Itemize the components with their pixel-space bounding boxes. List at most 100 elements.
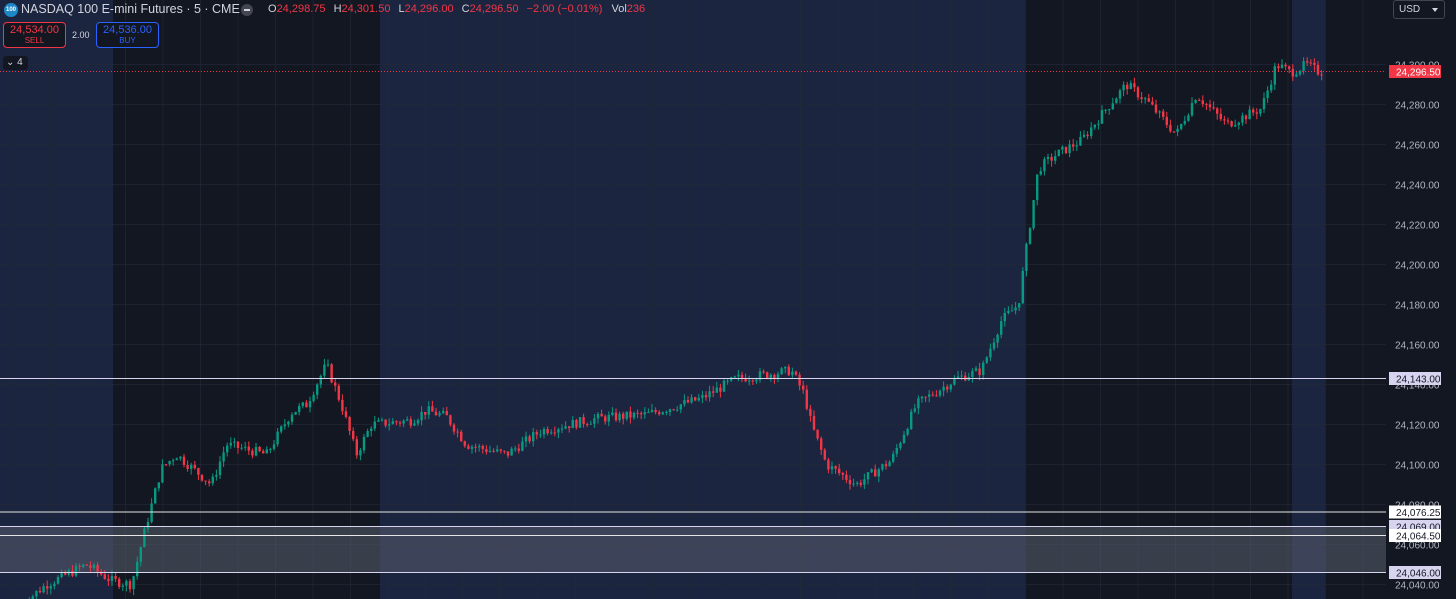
candle[interactable] <box>629 406 632 424</box>
candle[interactable] <box>445 406 448 416</box>
candle[interactable] <box>1136 85 1140 101</box>
candle[interactable] <box>618 411 621 423</box>
candle[interactable] <box>622 411 625 425</box>
candle[interactable] <box>1316 60 1320 76</box>
candle[interactable] <box>834 465 837 474</box>
candle[interactable] <box>269 447 272 454</box>
candle[interactable] <box>1039 167 1042 176</box>
candle[interactable] <box>438 410 441 418</box>
candle[interactable] <box>1172 131 1176 133</box>
candle[interactable] <box>524 431 528 448</box>
candle[interactable] <box>888 460 891 467</box>
candle[interactable] <box>733 375 736 378</box>
candle[interactable] <box>532 427 535 447</box>
candle[interactable] <box>1313 58 1316 71</box>
candle[interactable] <box>370 426 373 437</box>
candle[interactable] <box>200 474 204 482</box>
candle[interactable] <box>121 583 124 591</box>
candle[interactable] <box>1165 111 1168 128</box>
candle[interactable] <box>312 391 315 403</box>
candle[interactable] <box>521 436 524 452</box>
candle[interactable] <box>812 410 816 431</box>
candle[interactable] <box>722 379 726 393</box>
candle[interactable] <box>323 358 326 379</box>
candle[interactable] <box>1072 139 1075 152</box>
candle[interactable] <box>168 460 171 467</box>
candle[interactable] <box>233 437 236 448</box>
candle[interactable] <box>442 407 445 415</box>
candle[interactable] <box>409 416 412 429</box>
candle[interactable] <box>118 576 121 589</box>
candle[interactable] <box>539 429 542 438</box>
candle[interactable] <box>251 448 254 459</box>
candle[interactable] <box>780 367 783 375</box>
candle[interactable] <box>989 343 992 362</box>
candle[interactable] <box>632 411 636 420</box>
candle[interactable] <box>1014 301 1017 315</box>
candle[interactable] <box>553 426 556 437</box>
candle[interactable] <box>204 480 207 486</box>
candle[interactable] <box>582 413 585 428</box>
candle[interactable] <box>380 417 384 422</box>
candle[interactable] <box>564 421 567 430</box>
candle[interactable] <box>1162 108 1165 121</box>
candle[interactable] <box>355 435 358 459</box>
candle[interactable] <box>460 429 463 442</box>
candle[interactable] <box>856 481 859 487</box>
candle[interactable] <box>604 414 607 425</box>
candle[interactable] <box>1309 59 1312 67</box>
candle[interactable] <box>157 482 160 492</box>
candle[interactable] <box>402 419 405 428</box>
candle[interactable] <box>1122 81 1125 97</box>
candle[interactable] <box>751 379 754 386</box>
candle[interactable] <box>974 365 978 372</box>
candle[interactable] <box>611 407 614 417</box>
candle[interactable] <box>125 579 128 592</box>
candle[interactable] <box>560 424 564 434</box>
candle[interactable] <box>1082 130 1086 139</box>
candle[interactable] <box>578 417 582 428</box>
candle[interactable] <box>665 410 668 416</box>
candle[interactable] <box>996 333 999 348</box>
candle[interactable] <box>222 446 225 467</box>
candle[interactable] <box>132 575 135 596</box>
candle[interactable] <box>607 411 610 427</box>
candle[interactable] <box>85 564 88 566</box>
candle[interactable] <box>661 411 664 416</box>
candle[interactable] <box>1090 122 1093 139</box>
candle[interactable] <box>1277 63 1280 72</box>
candle[interactable] <box>1140 92 1143 104</box>
candle[interactable] <box>647 408 650 414</box>
candle[interactable] <box>557 427 560 439</box>
candle[interactable] <box>161 459 164 484</box>
candle[interactable] <box>341 394 344 415</box>
candle[interactable] <box>1154 99 1158 115</box>
candle[interactable] <box>74 563 78 578</box>
candle[interactable] <box>348 416 351 436</box>
candle[interactable] <box>1205 102 1208 110</box>
candle[interactable] <box>208 479 211 487</box>
candle[interactable] <box>776 371 780 383</box>
candle[interactable] <box>575 418 578 430</box>
candle[interactable] <box>1133 77 1136 92</box>
candle[interactable] <box>481 444 484 454</box>
candle[interactable] <box>935 390 938 397</box>
candle[interactable] <box>1151 96 1154 106</box>
candle[interactable] <box>535 429 538 440</box>
candle[interactable] <box>920 395 924 403</box>
candle[interactable] <box>1226 117 1230 125</box>
candle[interactable] <box>190 462 193 475</box>
candle[interactable] <box>870 468 873 473</box>
candle[interactable] <box>193 460 196 470</box>
candle[interactable] <box>766 371 769 380</box>
candle[interactable] <box>215 469 218 481</box>
candle[interactable] <box>1057 149 1060 157</box>
candle[interactable] <box>874 464 877 477</box>
candle[interactable] <box>114 572 117 583</box>
candle[interactable] <box>179 456 182 461</box>
candle[interactable] <box>528 434 531 444</box>
candle[interactable] <box>841 471 844 480</box>
candle[interactable] <box>942 381 945 397</box>
candle[interactable] <box>258 445 261 453</box>
